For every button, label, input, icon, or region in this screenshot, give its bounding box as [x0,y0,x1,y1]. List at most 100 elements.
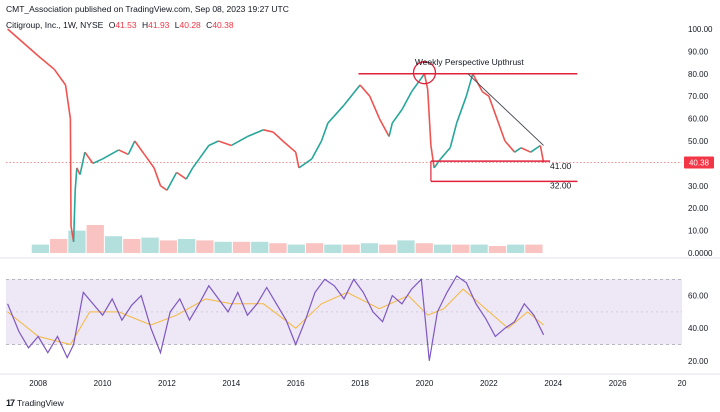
open-value: 41.53 [115,20,137,30]
price-segment [37,55,55,70]
price-segment [84,151,94,164]
last-price-tag [684,156,714,169]
support-32-label: 32.00 [550,180,572,190]
volume-bar [214,241,232,253]
volume-bar [488,246,507,253]
price-segment [449,122,458,148]
price-segment [378,118,390,137]
price-segment [481,91,490,97]
support-41-label: 41.00 [550,161,572,171]
price-segment [423,73,429,90]
price-segment [530,144,541,153]
tradingview-brand: 17 TradingView [6,398,64,408]
price-segment [69,118,72,227]
x-tick-label: 2022 [480,379,498,388]
price-segment [198,145,210,160]
price-segment [488,95,500,124]
price-segment [430,145,435,168]
price-y-tick-label: 0.0000 [688,249,713,258]
price-segment [134,140,146,155]
volume-bar [470,244,488,253]
last-price-tag-label: 40.38 [689,159,710,168]
price-segment [504,140,516,153]
x-tick-label: 20 [678,379,687,388]
price-segment [311,140,323,160]
volume-bar [159,240,177,253]
rsi-y-tick-label: 20.00 [688,357,709,366]
price-segment [369,95,381,119]
price-y-tick-label: 10.00 [688,227,709,236]
price-segment [185,167,194,180]
down-trendline [467,73,544,146]
price-segment [497,122,506,142]
volume-bar [104,236,123,253]
price-segment [263,129,274,133]
volume-bar [287,244,305,253]
price-segment [401,91,413,111]
volume-bar [196,240,214,253]
price-segment [127,140,136,155]
close-value: 40.38 [212,20,234,30]
volume-bar [507,244,525,253]
x-tick-label: 2024 [544,379,562,388]
price-segment [294,152,300,169]
price-y-tick-label: 50.00 [688,137,709,146]
volume-bar [452,244,470,253]
price-segment [176,171,187,180]
price-segment [282,140,297,153]
price-segment [439,147,451,160]
price-segment [118,149,129,156]
price-y-tick-label: 100.00 [688,25,713,34]
volume-bar [177,239,196,253]
price-segment [327,104,345,124]
price-segment [74,167,78,191]
high-value: 41.93 [148,20,170,30]
price-y-tick-label: 90.00 [688,47,709,56]
volume-bar [342,244,360,253]
price-segment [192,158,200,169]
high-label: H [141,20,149,30]
volume-bar [433,244,452,253]
price-segment [539,145,545,163]
price-segment [433,158,442,169]
volume-bar [397,240,415,253]
volume-bar [50,239,68,253]
rsi-line [7,275,545,361]
x-tick-label: 2010 [94,379,112,388]
volume-bar [379,244,397,253]
price-segment [72,190,77,242]
price-segment [153,167,162,187]
volume-bar [415,243,433,253]
price-segment [391,109,403,124]
price-segment [426,89,432,146]
price-segment [410,77,422,93]
price-segment [92,158,103,165]
price-y-tick-label: 20.00 [688,204,709,213]
published-caption: CMT_Association published on TradingView… [6,4,289,14]
volume-bar [525,244,543,253]
price-segment [272,131,284,142]
price-segment [102,149,120,160]
x-tick-label: 2016 [287,379,305,388]
low-label: L [174,20,180,30]
price-segment [79,152,86,175]
symbol-name: Citigroup, Inc., 1W, NYSE [6,20,104,30]
price-segment [7,28,39,57]
price-y-tick-label: 80.00 [688,70,709,79]
volume-bar [123,239,141,253]
volume-bar [232,241,251,253]
price-y-tick-label: 60.00 [688,115,709,124]
price-segment [208,140,219,147]
low-value: 40.28 [179,20,201,30]
price-segment [53,68,67,86]
price-segment [455,95,468,124]
price-segment [230,135,248,147]
price-segment [343,84,361,106]
brand-name: TradingView [17,398,64,408]
volume-bar [251,241,269,253]
price-y-tick-label: 30.00 [688,182,709,191]
tradingview-logo-icon: 17 [6,398,15,408]
price-segment [298,158,313,169]
price-segment [520,146,532,153]
